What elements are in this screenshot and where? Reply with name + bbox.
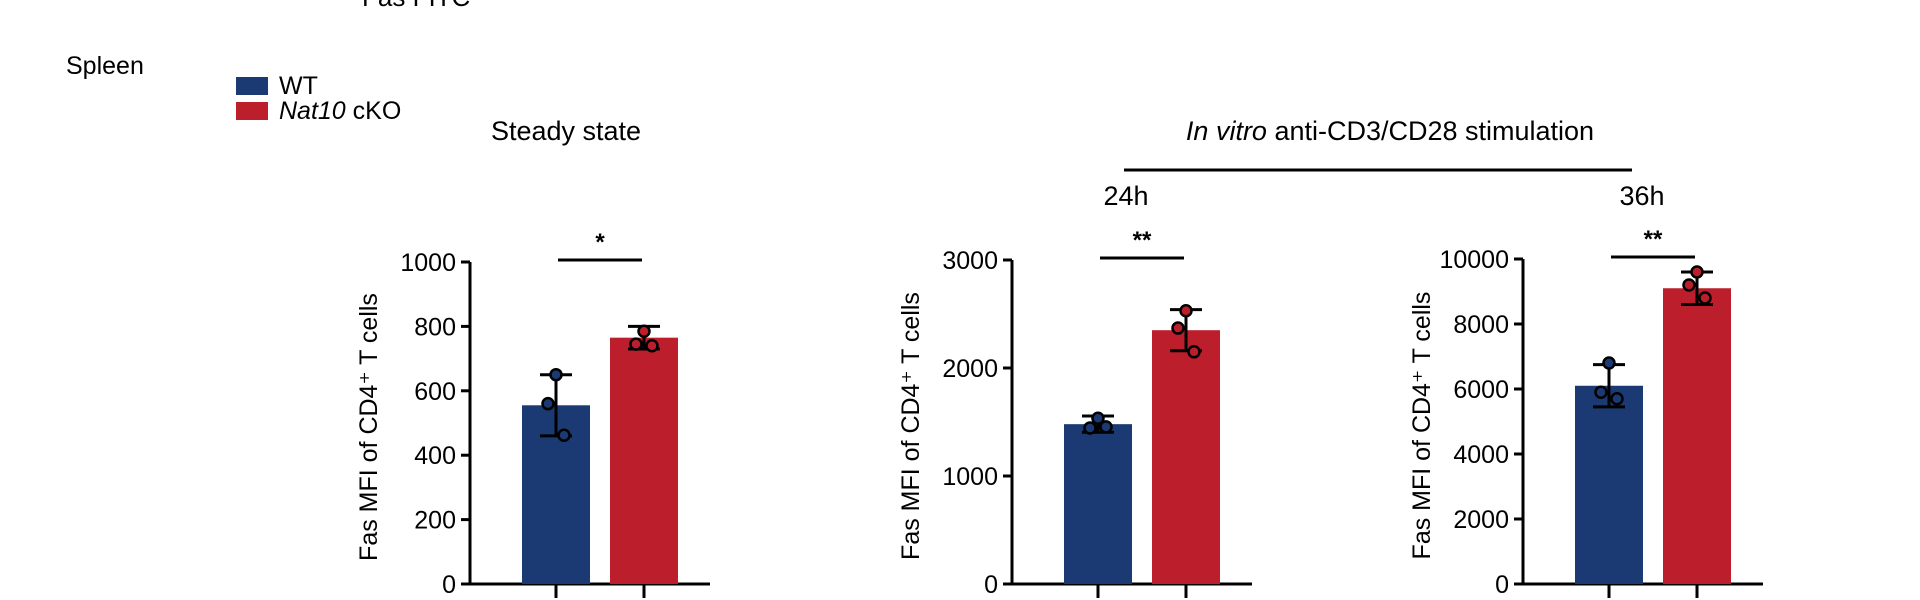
y-tick-label: 3000 xyxy=(942,247,998,275)
data-point-wt xyxy=(1594,385,1608,399)
data-point-wt xyxy=(1083,421,1097,435)
y-tick-label: 0 xyxy=(442,571,456,599)
significance-label: * xyxy=(595,229,605,256)
y-tick-label: 4000 xyxy=(1453,441,1509,469)
y-tick-label: 400 xyxy=(414,442,456,470)
legend-label-wt: WT xyxy=(279,72,318,100)
bar-ko xyxy=(1152,330,1220,584)
legend: WT Nat10 cKO xyxy=(236,72,401,125)
y-axis-label: Fas MFI of CD4⁺ T cells xyxy=(897,292,925,560)
bar-ko xyxy=(610,337,678,584)
legend-entry-wt: WT xyxy=(236,72,318,100)
legend-swatch-wt xyxy=(236,77,268,95)
significance-label: ** xyxy=(1644,226,1663,253)
data-point-ko xyxy=(637,324,651,338)
y-tick-label: 1000 xyxy=(400,249,456,277)
data-point-ko xyxy=(1682,278,1696,292)
chart-panel-3: 36h Fas MFI of CD4⁺ T cells 0 2000 4000 6000 8… xyxy=(1408,181,1763,599)
y-tick-label: 2000 xyxy=(942,355,998,383)
chart-panels: Steady state Fas MFI of CD4⁺ T cells 0 200 4… xyxy=(355,116,1763,599)
panel-title: 36h xyxy=(1619,181,1664,211)
data-point-ko xyxy=(1187,345,1201,359)
bar-ko xyxy=(1663,288,1731,584)
y-tick-label: 10000 xyxy=(1439,246,1509,274)
data-point-ko xyxy=(1171,321,1185,335)
data-point-wt xyxy=(549,367,563,382)
y-axis-label: Fas MFI of CD4⁺ T cells xyxy=(1408,292,1436,560)
chart-panel-2: 24h Fas MFI of CD4⁺ T cells 0 1000 2000 3000 *… xyxy=(897,181,1252,599)
y-tick-label: 2000 xyxy=(1453,506,1509,534)
y-tick-label: 0 xyxy=(1495,571,1509,599)
y-tick-label: 0 xyxy=(984,571,998,599)
data-point-wt xyxy=(541,396,555,411)
data-point-wt xyxy=(1091,411,1105,425)
significance-label: ** xyxy=(1133,227,1152,254)
data-point-ko xyxy=(645,338,659,353)
bar-wt xyxy=(1064,424,1132,584)
y-tick-label: 6000 xyxy=(1453,376,1509,404)
data-point-ko xyxy=(1698,291,1712,305)
data-point-wt xyxy=(1602,356,1616,370)
data-point-ko xyxy=(629,337,643,351)
panel-title: 24h xyxy=(1103,181,1148,211)
y-tick-label: 600 xyxy=(414,378,456,406)
y-tick-label: 8000 xyxy=(1453,311,1509,339)
data-point-wt xyxy=(1610,392,1624,406)
legend-label-ko: Nat10 cKO xyxy=(279,97,401,125)
y-tick-label: 200 xyxy=(414,507,456,535)
data-point-wt xyxy=(557,428,571,442)
stimulation-annotation: In vitro anti-CD3/CD28 stimulation xyxy=(1124,116,1632,172)
y-tick-label: 800 xyxy=(414,313,456,341)
bar-wt xyxy=(1575,385,1643,584)
chart-panel-1: Steady state Fas MFI of CD4⁺ T cells 0 200 4… xyxy=(355,116,710,599)
y-tick-label: 1000 xyxy=(942,463,998,491)
legend-entry-ko: Nat10 cKO xyxy=(236,97,401,125)
y-axis-label: Fas MFI of CD4⁺ T cells xyxy=(355,293,383,561)
data-point-wt xyxy=(1099,420,1113,434)
data-point-ko xyxy=(1179,304,1193,318)
tissue-label: Spleen xyxy=(66,52,144,80)
legend-swatch-ko xyxy=(236,102,268,120)
panel-title: Steady state xyxy=(491,116,641,146)
data-point-ko xyxy=(1690,265,1704,279)
stimulation-label: In vitro anti-CD3/CD28 stimulation xyxy=(1186,116,1594,146)
header-fragment: Fas FITC xyxy=(362,0,470,12)
